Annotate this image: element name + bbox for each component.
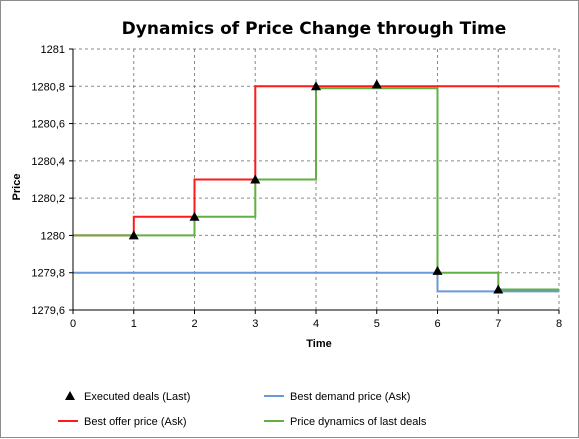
- x-tick-label: 7: [495, 318, 501, 330]
- y-tick-label: 1281: [41, 44, 65, 56]
- plot-series: [73, 79, 559, 294]
- x-tick-label: 2: [191, 318, 197, 330]
- y-tick-label: 1280: [41, 230, 65, 242]
- axes: 0 1 2 3 4 5 6 7 8 1279,6 1279,8 1280 1280,2 1280,4 128…: [31, 44, 562, 330]
- x-tick-label: 5: [374, 318, 380, 330]
- executed-deal-marker: [432, 265, 443, 275]
- legend: Executed deals (Last) Best demand price (…: [58, 391, 427, 428]
- legend-label: Executed deals (Last): [84, 391, 190, 403]
- x-tick-label: 1: [131, 318, 137, 330]
- executed-deal-marker: [250, 174, 261, 184]
- y-tick-label: 1279,8: [31, 268, 65, 280]
- executed-deal-marker: [128, 230, 139, 240]
- y-tick-label: 1279,6: [31, 305, 65, 317]
- x-tick-label: 0: [70, 318, 76, 330]
- legend-label: Best demand price (Ask): [290, 391, 410, 403]
- executed-deal-marker: [371, 79, 382, 89]
- x-axis-title: Time: [306, 338, 331, 350]
- y-axis-title: Price: [11, 174, 23, 201]
- executed-deal-marker: [493, 284, 504, 294]
- x-tick-label: 3: [252, 318, 258, 330]
- x-tick-label: 4: [313, 318, 319, 330]
- executed-deal-marker: [189, 211, 200, 221]
- x-tick-label: 8: [556, 318, 562, 330]
- y-tick-label: 1280,6: [31, 119, 65, 131]
- legend-label: Best offer price (Ask): [84, 416, 187, 428]
- chart-title: Dynamics of Price Change through Time: [122, 19, 507, 39]
- legend-marker-triangle: [65, 391, 75, 400]
- y-tick-label: 1280,4: [31, 156, 65, 168]
- x-tick-label: 6: [434, 318, 440, 330]
- y-tick-label: 1280,8: [31, 81, 65, 93]
- executed-deal-marker: [311, 81, 321, 91]
- y-tick-label: 1280,2: [31, 193, 65, 205]
- legend-label: Price dynamics of last deals: [290, 416, 427, 428]
